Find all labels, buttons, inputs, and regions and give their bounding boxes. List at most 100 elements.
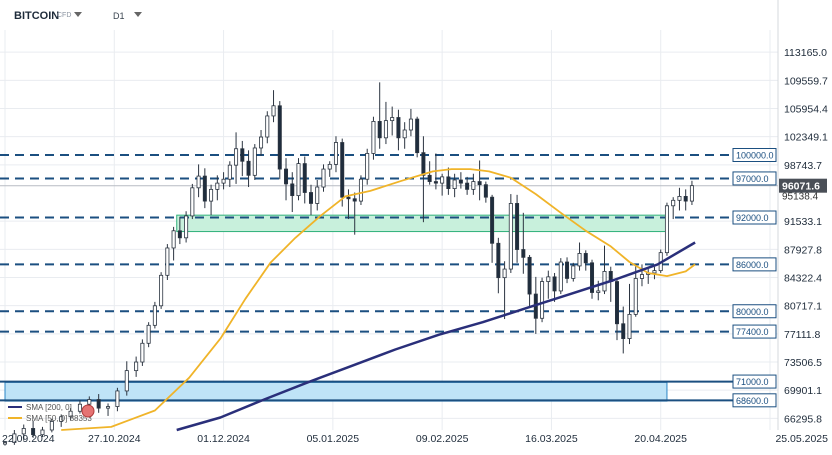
level-tag-label: 68600.0 [736,396,769,406]
candle [515,194,520,263]
candle [639,264,644,287]
timeframe-label[interactable]: D1 [113,11,125,21]
candle-body [465,182,470,190]
candle-body [639,274,644,279]
candle [340,138,345,207]
candle-body [446,176,451,189]
candle [590,259,595,299]
level-tag-label: 92000.0 [736,213,769,223]
candle-body [508,203,513,270]
level-tag-bg [732,304,777,319]
candle-body [515,203,520,250]
candle-body [227,164,232,180]
candle [290,172,295,213]
symbol-name[interactable]: BITCOIN [14,10,60,22]
candle-body [358,178,363,202]
candle [49,419,54,433]
candle [284,158,289,201]
candle [627,283,632,345]
symbol-dropdown-icon[interactable] [74,12,82,17]
candle-body [671,199,676,207]
candle [333,136,338,173]
candle [202,168,207,209]
candle [146,322,151,348]
candle [124,361,129,396]
alert-icon [81,404,95,418]
candle-body [184,215,189,239]
candle [352,192,357,235]
candle-body [96,399,101,409]
candle-body [621,323,626,339]
candle [477,160,482,201]
candle [415,116,420,158]
x-tick-label: 20.04.2025 [634,433,687,445]
level-tag-label: 86000.0 [736,260,769,270]
level-tag-bg [732,171,777,186]
candle-body [106,406,111,409]
candle-body [390,117,395,122]
secondary-price-label: 95138.4 [782,192,819,203]
symbol-type: CFD [57,12,72,19]
candle-body [209,188,214,202]
candle [271,90,276,123]
candle-body [371,121,376,154]
candles [3,82,694,446]
level-tag-label: 71000.0 [736,377,769,387]
candle [134,356,139,377]
chart-toolbar: BITCOIN CFD D1 [0,0,832,30]
candle [171,226,176,261]
candle [565,257,570,284]
candle-body [546,276,551,282]
candle [221,172,226,190]
x-tick-label: 01.12.2024 [197,433,250,445]
candle-body [12,433,17,443]
candle-body [277,105,282,170]
current-price-tag [779,178,827,193]
candle-body [333,142,338,165]
candle [496,237,501,294]
timeframe-dropdown-icon[interactable] [134,12,142,17]
candle [302,156,307,204]
candle [402,122,407,149]
candle [227,161,232,188]
candle-body [296,163,301,197]
candle-body [134,361,139,372]
candle-body [252,147,257,176]
candle [633,265,638,317]
candle [540,277,545,323]
candle-body [396,117,401,139]
candle-body [327,163,332,170]
candle-body [483,184,488,198]
level-tag-bg [732,393,777,408]
candle-body [152,305,157,326]
y-tick-label: 98743.7 [784,160,822,172]
candle [546,270,551,299]
sma-lines [61,168,696,432]
candle [259,130,264,156]
level-tag-bg [732,210,777,225]
candle [408,108,413,137]
candle [577,242,582,271]
sma-200-line [176,241,696,432]
candle [377,82,382,149]
level-tag-bg [732,257,777,272]
candle [390,106,395,136]
candle-body [221,178,226,184]
y-tick-label: 87927.8 [784,244,822,256]
candle-body [240,148,245,162]
candle-body [402,129,407,139]
candle [671,197,676,220]
candle-body [21,428,26,435]
price-zone [4,381,668,402]
candle-body [377,121,382,139]
y-tick-label: 91533.1 [784,216,822,228]
candle [12,430,17,445]
candle-body [234,148,239,166]
candle [689,180,694,205]
y-tick-label: 77111.8 [784,329,821,341]
candle [552,272,557,302]
candle [321,164,326,192]
x-tick-label: 16.03.2025 [525,433,578,445]
x-tick-label: 05.01.2025 [307,433,360,445]
y-tick-label: 80717.1 [784,301,822,313]
